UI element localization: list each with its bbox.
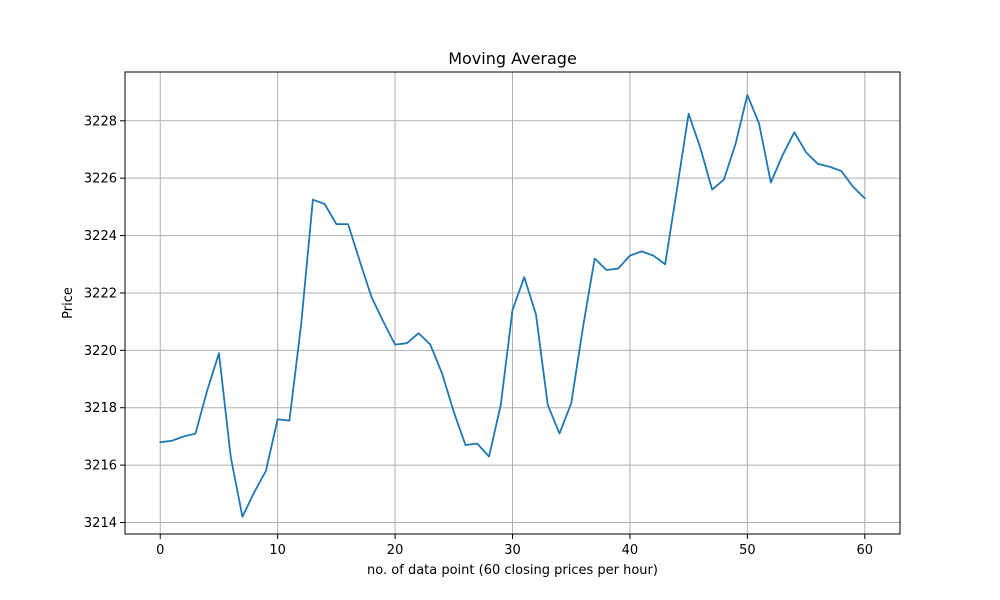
x-axis-label: no. of data point (60 closing prices per… <box>367 563 658 578</box>
x-tick-label: 40 <box>622 543 639 558</box>
y-tick-label: 3228 <box>84 114 117 129</box>
x-tick-label: 20 <box>387 543 404 558</box>
x-tick-label: 30 <box>504 543 521 558</box>
series-line <box>159 94 866 518</box>
y-axis-label: Price <box>61 287 76 319</box>
x-tick-label: 50 <box>739 543 756 558</box>
y-axis: 3214 3216 3218 3220 3222 3224 3226 3228 <box>84 114 125 531</box>
y-tick-label: 3224 <box>84 229 117 244</box>
y-tick-label: 3226 <box>84 172 117 187</box>
x-tick-label: 60 <box>856 543 873 558</box>
chart-title: Moving Average <box>448 49 577 68</box>
y-tick-label: 3220 <box>84 344 117 359</box>
x-tick-label: 10 <box>269 543 286 558</box>
y-tick-label: 3218 <box>84 401 117 416</box>
y-tick-label: 3214 <box>84 516 117 531</box>
y-tick-label: 3216 <box>84 459 117 474</box>
x-tick-label: 0 <box>156 543 164 558</box>
y-tick-label: 3222 <box>84 286 117 301</box>
x-axis: 0 10 20 30 40 50 60 <box>156 534 873 558</box>
series-layer <box>159 94 866 518</box>
